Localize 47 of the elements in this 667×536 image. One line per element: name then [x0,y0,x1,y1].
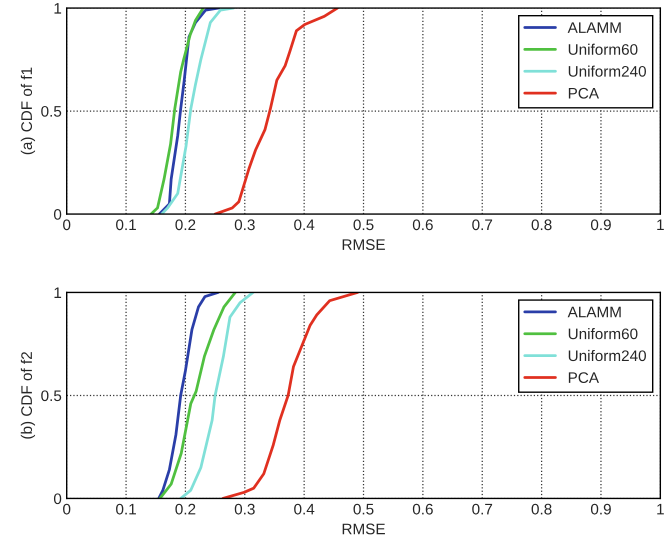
x-tick-label: 0 [63,219,70,230]
y-tick-label: 0 [54,493,62,504]
line-series [214,8,339,214]
x-tick-label: 0.1 [116,219,136,230]
x-tick-label: 0.4 [294,219,314,230]
y-tick-label: 1 [54,3,62,14]
x-tick-label: 0.2 [175,504,196,515]
x-tick-label: 0.4 [294,504,314,515]
x-tick-label: 1 [657,220,664,230]
legend-label: ALAMM [568,306,621,318]
x-tick-label: 0.6 [412,219,433,230]
legend-label: ALAMM [568,22,621,33]
x-tick-label: 0.9 [590,219,611,230]
y-tick-label: 0 [54,208,62,220]
x-axis-title: RMSE [342,524,385,534]
x-tick-label: 0.5 [353,219,374,230]
legend-label: Uniform240 [568,66,646,77]
line-series [150,8,205,214]
y-tick-label: 0.5 [41,106,62,117]
y-axis-title: (a) CDF of f1 [20,68,36,154]
x-tick-label: 0.6 [412,504,433,515]
line-series [160,8,235,214]
line-series [179,292,254,498]
y-tick-label: 1 [54,287,62,298]
legend-label: Uniform240 [568,350,646,362]
x-tick-label: 0.3 [234,504,255,515]
y-axis-title: (b) CDF of f2 [20,352,36,439]
legend-label: PCA [568,88,599,99]
x-axis-title: RMSE [342,239,385,250]
x-tick-label: 0.5 [353,504,374,515]
line-series [157,292,220,498]
line-series [221,292,359,498]
x-tick-label: 0.8 [532,219,552,230]
x-tick-label: 0 [63,504,70,515]
x-tick-label: 0.7 [472,504,492,515]
line-series [158,292,237,498]
legend-label: Uniform60 [568,44,638,55]
legend-label: Uniform60 [568,328,638,340]
x-tick-label: 0.8 [532,504,552,515]
x-tick-label: 1 [657,504,664,514]
legend-label: PCA [568,372,599,384]
x-tick-label: 0.3 [234,219,255,230]
y-tick-label: 0.5 [41,390,62,402]
x-tick-label: 0.2 [175,219,196,230]
x-tick-label: 0.1 [116,504,136,515]
x-tick-label: 0.7 [472,219,492,230]
x-tick-label: 0.9 [590,504,611,515]
